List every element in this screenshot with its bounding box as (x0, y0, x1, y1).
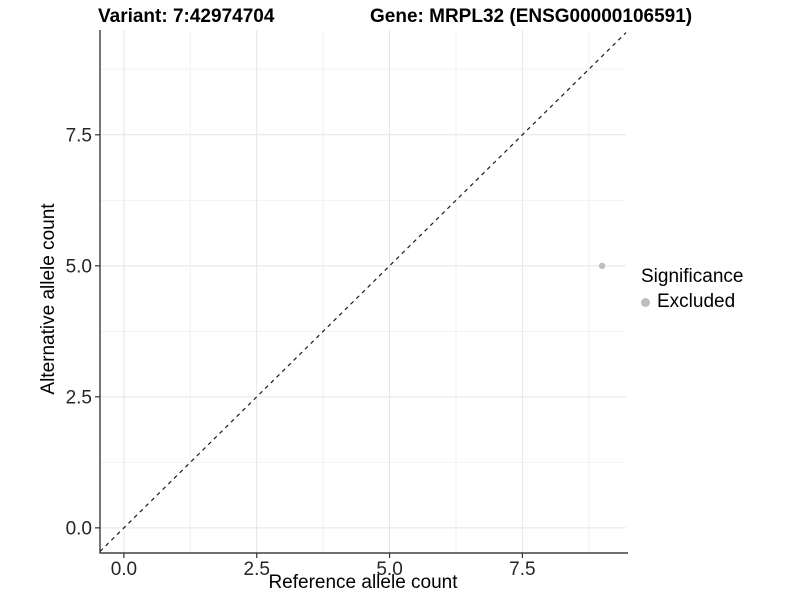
x-tick-label: 7.5 (509, 559, 535, 580)
x-tick-label: 5.0 (376, 559, 402, 580)
x-tick-label: 0.0 (111, 559, 137, 580)
legend-point-icon (641, 297, 650, 307)
x-axis-title: Reference allele count (268, 572, 458, 593)
y-tick-label: 2.5 (66, 387, 92, 408)
y-tick-label: 0.0 (66, 518, 92, 539)
x-tick-label: 2.5 (244, 559, 270, 580)
y-tick-label: 5.0 (66, 256, 92, 277)
variant-title: Variant: 7:42974704 (98, 6, 275, 27)
data-point-excluded (598, 262, 606, 270)
y-tick-label: 7.5 (66, 125, 92, 146)
legend-entry-excluded: Excluded (641, 291, 743, 313)
legend: Significance Excluded (641, 266, 743, 313)
legend-entry-label: Excluded (657, 291, 736, 312)
legend-title: Significance (641, 266, 744, 287)
identity-dashed-line (99, 32, 627, 552)
y-axis-title: Alternative allele count (38, 203, 59, 395)
gene-title: Gene: MRPL32 (ENSG00000106591) (370, 6, 693, 27)
